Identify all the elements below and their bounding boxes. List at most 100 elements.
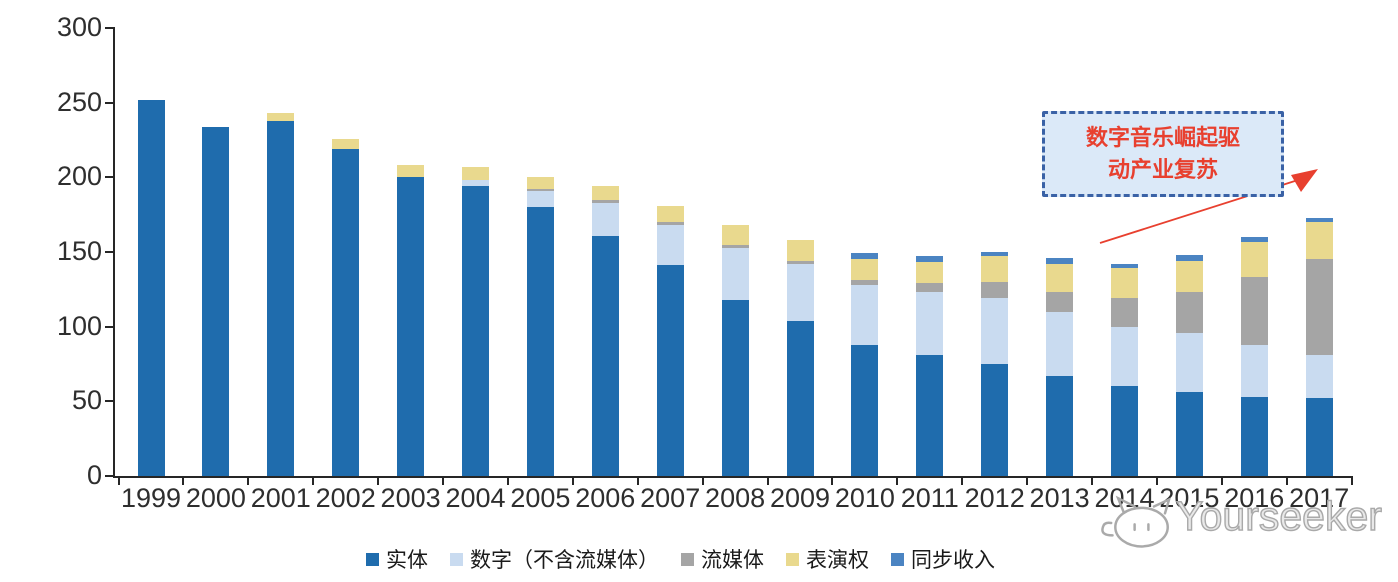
x-tick-mark <box>636 478 639 485</box>
legend-label-sync: 同步收入 <box>911 548 995 572</box>
legend-label-digital: 数字（不含流媒体） <box>470 548 659 572</box>
bar-segment-physical <box>462 186 489 476</box>
x-tick-mark <box>961 478 964 485</box>
bar-segment-digital <box>916 292 944 356</box>
x-tick-mark <box>442 478 445 485</box>
y-tick-mark <box>105 400 114 403</box>
bar-segment-physical <box>851 344 879 476</box>
bar-segment-physical <box>397 177 425 476</box>
bar-segment-digital <box>721 247 749 300</box>
y-tick-mark <box>105 251 114 253</box>
bar-segment-physical <box>526 207 554 476</box>
bar-segment-performance <box>1111 268 1138 299</box>
legend-label-streaming: 流媒体 <box>701 548 764 572</box>
bar-segment-physical <box>137 99 165 476</box>
y-axis <box>113 27 115 478</box>
x-axis-label: 2009 <box>769 483 831 513</box>
x-axis-label: 2012 <box>964 483 1025 513</box>
bar-segment-streaming <box>1305 259 1333 356</box>
y-tick-label: 100 <box>56 310 102 341</box>
bar-segment-performance <box>526 177 554 190</box>
bar-segment-sync <box>1111 263 1138 269</box>
legend-swatch-performance <box>786 552 799 566</box>
legend-swatch-streaming <box>681 552 694 566</box>
bar-segment-performance <box>462 166 489 181</box>
yourseeker-logo-icon <box>1101 495 1172 548</box>
bar-segment-streaming <box>851 280 879 285</box>
x-axis-label: 2003 <box>380 483 441 513</box>
bar-segment-performance <box>1046 263 1074 293</box>
y-tick-mark <box>105 176 114 179</box>
bar-segment-performance <box>721 225 749 245</box>
bar-segment-physical <box>981 364 1009 476</box>
bar-segment-physical <box>1240 396 1268 476</box>
x-tick-mark <box>766 478 769 485</box>
bar-segment-physical <box>1111 386 1138 476</box>
x-axis-label: 2011 <box>900 483 959 513</box>
bar-segment-physical <box>916 355 944 476</box>
bar-segment-streaming <box>721 244 749 248</box>
bar-segment-physical <box>1046 375 1074 476</box>
bar-segment-sync <box>1046 257 1074 264</box>
bar-segment-performance <box>656 205 684 223</box>
x-tick-mark <box>831 478 834 485</box>
x-axis-label: 2015 <box>1159 483 1220 513</box>
x-axis-label: 2017 <box>1289 483 1350 513</box>
bar-segment-streaming <box>1046 292 1074 312</box>
bar-segment-performance <box>397 165 425 178</box>
legend-item-streaming: 流媒体 <box>681 544 764 574</box>
bar-segment-streaming <box>916 283 944 293</box>
x-axis-label: 2005 <box>510 483 571 513</box>
bar-segment-sync <box>1175 254 1203 261</box>
x-axis-label: 1999 <box>120 483 182 513</box>
x-tick-mark <box>1350 478 1353 485</box>
x-tick-mark <box>1155 478 1158 485</box>
bar-segment-performance <box>1305 222 1333 260</box>
y-tick-label: 50 <box>71 385 102 416</box>
x-axis-label: 2007 <box>640 483 701 513</box>
legend-item-performance: 表演权 <box>786 544 869 574</box>
bar-segment-physical <box>1305 398 1333 476</box>
bar-segment-performance <box>1175 260 1203 293</box>
bar-segment-sync <box>851 253 879 260</box>
bar-segment-physical <box>202 126 230 476</box>
bar-segment-digital <box>786 263 814 321</box>
bar-segment-digital <box>1305 355 1333 399</box>
x-axis-label: 2013 <box>1029 483 1090 513</box>
x-tick-mark <box>896 478 899 485</box>
x-axis-label: 2010 <box>834 483 895 513</box>
legend-swatch-sync <box>891 552 904 566</box>
x-tick-mark <box>1220 478 1223 485</box>
y-tick-label: 150 <box>56 236 102 266</box>
bar-segment-sync <box>981 252 1009 257</box>
bar-segment-performance <box>591 186 619 200</box>
bar-segment-physical <box>656 265 684 476</box>
y-tick-label: 0 <box>86 460 102 490</box>
bar-segment-digital <box>656 225 684 266</box>
legend-label-physical: 实体 <box>386 548 428 572</box>
y-tick-mark <box>105 325 114 328</box>
x-axis-label: 2016 <box>1224 483 1285 513</box>
x-axis-label: 2006 <box>575 483 636 513</box>
x-tick-mark <box>1091 478 1094 485</box>
x-tick-mark <box>701 478 704 485</box>
legend: 实体 数字（不含流媒体） 流媒体 表演权 同步收入 <box>366 544 995 574</box>
bar-segment-digital <box>1046 311 1074 376</box>
bar-segment-performance <box>267 113 295 121</box>
bar-segment-physical <box>267 120 295 476</box>
bar-segment-streaming <box>526 189 554 191</box>
x-tick-mark <box>312 478 315 485</box>
x-tick-mark <box>1285 478 1288 485</box>
y-tick-label: 250 <box>56 86 102 117</box>
x-axis-label: 2002 <box>315 483 376 513</box>
bar-segment-streaming <box>591 199 619 203</box>
bar-segment-performance <box>332 138 360 149</box>
bar-segment-sync <box>1240 237 1268 242</box>
watermark-text: Yourseeker <box>1175 493 1382 539</box>
x-tick-mark <box>571 478 574 485</box>
bar-segment-digital <box>981 298 1009 364</box>
legend-label-performance: 表演权 <box>806 548 869 572</box>
legend-item-physical: 实体 <box>366 544 428 574</box>
x-tick-mark <box>506 478 509 485</box>
legend-swatch-physical <box>366 552 379 566</box>
